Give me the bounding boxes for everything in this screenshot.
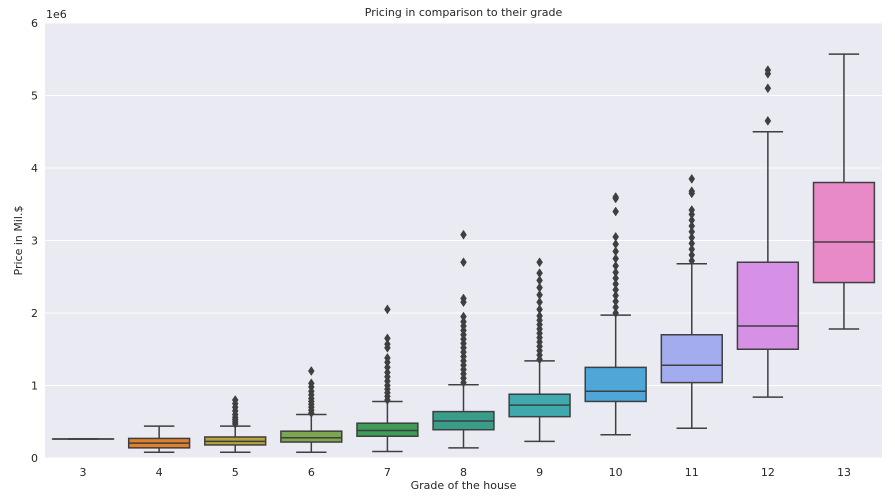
box-group-grade-13 [812, 53, 876, 330]
outlier-point [384, 367, 391, 378]
outlier-point [612, 302, 619, 313]
outlier-point [688, 232, 696, 243]
outlier-point [231, 395, 239, 405]
box-layer [51, 53, 876, 453]
y-tick-label: 5 [31, 90, 38, 103]
chart-title: Pricing in comparison to their grade [365, 6, 563, 19]
outlier-point [764, 65, 772, 76]
iqr-box [280, 430, 343, 443]
box-group-grade-12 [736, 65, 800, 398]
outlier-point [384, 333, 391, 344]
outlier-point [688, 244, 696, 255]
x-tick-label: 12 [761, 466, 775, 479]
outlier-point [688, 186, 696, 197]
outlier-point [612, 296, 619, 307]
y-axis-title: Price in Mil.$ [12, 206, 25, 276]
y-tick-label: 2 [31, 307, 38, 320]
x-tick-label: 7 [384, 466, 391, 479]
outlier-point [612, 231, 619, 242]
outlier-point [460, 316, 467, 327]
outlier-point [308, 366, 315, 376]
outlier-point [536, 275, 543, 286]
outlier-point [612, 253, 619, 264]
box-group-grade-5 [204, 395, 267, 453]
outlier-point [688, 250, 696, 260]
outlier-point [612, 246, 619, 257]
iqr-box [584, 366, 647, 403]
outlier-point [536, 268, 543, 279]
outlier-point [460, 257, 467, 268]
outlier-point [536, 297, 543, 308]
outlier-point [536, 310, 543, 321]
outlier-point [460, 293, 467, 304]
outlier-point [612, 279, 619, 289]
outlier-point [536, 282, 543, 293]
box-group-grade-6 [280, 366, 343, 453]
x-tick-label: 5 [232, 466, 239, 479]
x-tick-label: 11 [685, 466, 699, 479]
outlier-point [764, 115, 772, 126]
outlier-point [612, 239, 619, 250]
box-group-grade-7 [356, 304, 419, 453]
outlier-point [612, 260, 619, 271]
outlier-point [688, 226, 696, 237]
x-tick-label: 4 [156, 466, 163, 479]
outlier-point [460, 229, 467, 240]
outlier-point [764, 83, 772, 94]
y-tick-label: 6 [31, 17, 38, 30]
x-tick-label: 3 [80, 466, 87, 479]
outlier-point [308, 378, 315, 389]
outlier-point [612, 192, 619, 202]
y-tick-label: 3 [31, 235, 38, 248]
outlier-point [688, 173, 696, 184]
outlier-point [688, 215, 696, 226]
x-tick-label: 8 [460, 466, 467, 479]
outlier-point [612, 267, 619, 278]
box-group-grade-4 [127, 425, 191, 453]
iqr-box [812, 181, 876, 284]
x-tick-label: 10 [609, 466, 623, 479]
x-tick-label: 9 [536, 466, 543, 479]
outlier-point [384, 362, 391, 373]
outlier-point [688, 238, 696, 249]
outlier-point [384, 352, 391, 363]
box-group-grade-9 [508, 257, 571, 443]
outlier-point [688, 205, 696, 216]
outlier-point [688, 221, 696, 231]
outlier-point [460, 311, 467, 322]
outlier-point [612, 290, 619, 301]
box-group-grade-11 [660, 173, 723, 430]
outlier-point [612, 206, 619, 217]
y-tick-label: 0 [31, 452, 38, 465]
x-tick-label: 13 [837, 466, 851, 479]
y-axis-offset-label: 1e6 [46, 8, 67, 21]
box-group-grade-8 [432, 229, 495, 449]
box-group-grade-10 [584, 192, 647, 436]
x-tick-label: 6 [308, 466, 315, 479]
outlier-point [612, 273, 619, 284]
outlier-point [612, 308, 619, 318]
outlier-point [536, 289, 543, 300]
y-tick-label: 4 [31, 162, 38, 175]
outlier-point [612, 284, 619, 295]
outlier-point [384, 304, 391, 315]
iqr-box [660, 334, 723, 384]
outlier-point [536, 257, 543, 268]
x-axis-title: Grade of the house [411, 479, 517, 492]
outlier-point [384, 339, 391, 350]
outlier-point [688, 255, 696, 266]
y-tick-label: 1 [31, 380, 38, 393]
outlier-point [536, 304, 543, 315]
iqr-box [736, 261, 800, 350]
